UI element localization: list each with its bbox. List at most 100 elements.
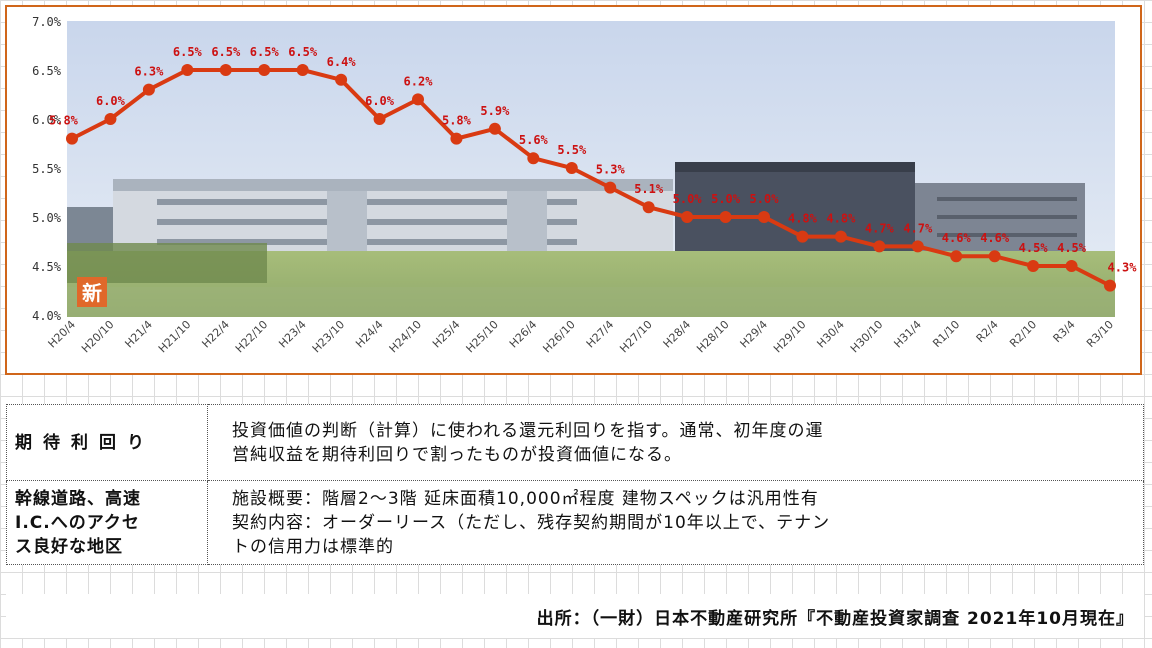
data-label: 6.3%	[134, 65, 164, 79]
data-label: 5.9%	[480, 104, 510, 118]
data-label: 4.7%	[903, 221, 933, 235]
row-value-line: トの信用力は標準的	[232, 536, 394, 557]
warehouse-photo-background	[67, 21, 1115, 317]
data-point	[373, 113, 386, 125]
row-value-line: 施設概要：階層2～3階 延床面積10,000㎡程度 建物スペックは汎用性有	[232, 488, 819, 509]
row-key-line: ス良好な地区	[15, 536, 123, 557]
data-label: 4.6%	[980, 231, 1010, 245]
data-point	[219, 64, 232, 76]
data-label: 5.6%	[519, 133, 549, 147]
data-label: 5.1%	[634, 182, 664, 196]
data-point	[527, 152, 540, 165]
chart-frame: 新 4.0% 4.5% 5.0% 5.5% 6.0% 6.5% 7.0% H20/4 H20/…	[5, 5, 1142, 375]
x-tick-label: H27/10	[617, 318, 654, 355]
data-point	[681, 211, 694, 223]
data-point	[796, 230, 809, 243]
x-tick-label: H25/10	[464, 318, 501, 355]
data-point	[950, 250, 963, 263]
row-key-line: I.C.へのアクセ	[15, 512, 140, 533]
data-point	[1104, 279, 1116, 292]
data-label: 6.4%	[327, 55, 357, 69]
data-point	[412, 93, 424, 106]
source-bar: 出所：（一財）日本不動産研究所『不動産投資家調査 2021年10月現在』	[6, 594, 1144, 638]
data-point	[450, 132, 463, 145]
x-tick-label: H29/10	[771, 318, 808, 355]
data-label: 4.8%	[788, 212, 818, 226]
data-label: 4.8%	[826, 212, 856, 226]
data-label: 5.0%	[711, 192, 741, 206]
data-point	[1065, 260, 1078, 272]
new-badge: 新	[77, 277, 107, 307]
x-axis: H20/4 H20/10 H21/4 H21/10 H22/4 H22/10 H23/4 H2…	[46, 318, 1117, 355]
data-point	[258, 64, 271, 76]
data-label: 5.0%	[673, 192, 703, 206]
svg-text:新: 新	[82, 281, 102, 305]
x-tick-label: H30/10	[848, 318, 885, 355]
x-tick-label: H27/4	[584, 318, 617, 351]
data-label: 6.0%	[96, 94, 126, 108]
data-labels: 5.8% 6.0% 6.3% 6.5% 6.5% 6.5% 6.5% 6.4% 6.0% 6.2%…	[49, 45, 1137, 275]
data-points	[66, 64, 1116, 292]
y-tick-label: 5.5%	[32, 162, 62, 176]
data-point	[758, 211, 770, 223]
x-tick-label: R2/10	[1007, 318, 1039, 350]
data-point	[911, 240, 924, 253]
x-tick-label: H23/10	[310, 318, 347, 355]
data-point	[565, 162, 578, 174]
y-tick-label: 4.0%	[32, 309, 62, 323]
y-tick-label: 6.0%	[32, 113, 62, 127]
data-point	[1027, 260, 1040, 272]
data-point	[488, 122, 501, 135]
data-label: 5.8%	[442, 114, 472, 128]
data-label: 6.5%	[288, 45, 318, 59]
data-point	[142, 83, 155, 96]
data-label: 6.2%	[404, 74, 434, 88]
data-point	[719, 211, 732, 223]
x-tick-label: H26/10	[540, 318, 577, 355]
x-tick-label: H26/4	[507, 318, 540, 351]
data-point	[104, 113, 117, 125]
yield-line-chart: 新 4.0% 4.5% 5.0% 5.5% 6.0% 6.5% 7.0% H20/4 H20/…	[32, 15, 1137, 355]
x-tick-label: R1/10	[930, 318, 962, 350]
y-tick-label: 5.0%	[32, 211, 62, 225]
data-point	[181, 64, 194, 76]
y-axis: 4.0% 4.5% 5.0% 5.5% 6.0% 6.5% 7.0%	[32, 15, 62, 323]
series-line	[71, 68, 1111, 288]
x-tick-label: H22/10	[233, 318, 270, 355]
x-tick-label: R3/4	[1051, 318, 1078, 345]
y-tick-label: 7.0%	[32, 15, 62, 29]
x-tick-label: H21/4	[122, 318, 155, 351]
table-row: 幹線道路、高速 I.C.へのアクセ ス良好な地区 施設概要：階層2～3階 延床面…	[6, 480, 1144, 565]
row-value-line: 営純収益を期待利回りで割ったものが投資価値になる。	[232, 444, 682, 465]
definition-table: 期待利回り 投資価値の判断（計算）に使われる還元利回りを指す。通常、初年度の運 …	[6, 404, 1144, 565]
x-tick-label: H28/4	[661, 318, 694, 351]
data-point	[873, 240, 886, 253]
data-point	[335, 73, 348, 86]
data-label: 6.5%	[173, 45, 203, 59]
data-point	[834, 230, 847, 243]
data-label: 5.0%	[750, 192, 780, 206]
data-point	[988, 250, 1001, 263]
row-value-line: 投資価値の判断（計算）に使われる還元利回りを指す。通常、初年度の運	[232, 420, 824, 441]
x-tick-label: H22/4	[199, 318, 232, 351]
x-tick-label: H24/10	[387, 318, 424, 355]
row-value-line: 契約内容：オーダーリース（ただし、残存契約期間が10年以上で、テナン	[232, 512, 831, 533]
row-value: 投資価値の判断（計算）に使われる還元利回りを指す。通常、初年度の運 営純収益を期…	[207, 404, 1144, 481]
data-label: 6.5%	[250, 45, 280, 59]
x-tick-label: R2/4	[974, 318, 1001, 345]
data-point	[604, 181, 617, 194]
row-key-line: 幹線道路、高速	[15, 488, 141, 509]
x-tick-label: H21/10	[156, 318, 193, 355]
data-label: 5.3%	[596, 163, 626, 177]
x-tick-label: H24/4	[353, 318, 386, 351]
table-row: 期待利回り 投資価値の判断（計算）に使われる還元利回りを指す。通常、初年度の運 …	[6, 404, 1144, 481]
data-label: 6.0%	[365, 94, 395, 108]
row-key: 期待利回り	[6, 404, 208, 481]
source-note: 出所：（一財）日本不動産研究所『不動産投資家調査 2021年10月現在』	[536, 609, 1134, 629]
row-value: 施設概要：階層2～3階 延床面積10,000㎡程度 建物スペックは汎用性有 契約…	[207, 480, 1144, 565]
data-label: 4.6%	[942, 231, 972, 245]
x-tick-label: H23/4	[276, 318, 309, 351]
x-tick-label: H25/4	[430, 318, 463, 351]
data-label: 4.5%	[1057, 241, 1087, 255]
x-tick-label: H31/4	[891, 318, 924, 351]
